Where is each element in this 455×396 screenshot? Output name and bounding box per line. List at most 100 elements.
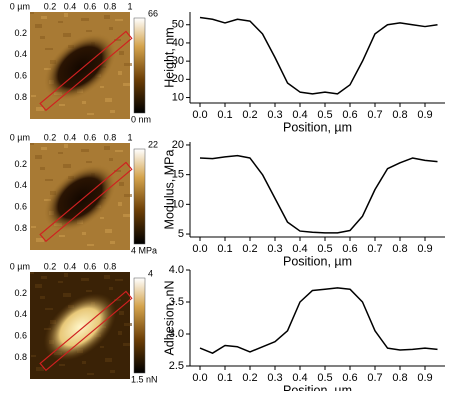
y-tick-label: 4.0 [169,264,184,276]
image-texture [63,164,71,168]
image-texture [31,355,36,357]
image-texture [109,158,113,161]
image-texture [124,194,132,197]
x-tick-label: 0.7 [367,109,382,121]
image-texture [45,48,53,50]
image-y-label: 0.2 [14,288,27,298]
x-tick-label: 0.3 [267,243,282,255]
y-tick-label: 30 [172,55,184,67]
image-texture [36,107,44,111]
image-texture [82,232,86,235]
y-axis-label: Adhesion, nN [162,280,176,355]
x-tick-label: 0.6 [342,243,357,255]
data-line [199,154,438,234]
x-axis-label: Position, µm [283,120,352,134]
image-texture [115,279,123,281]
colorbar [133,148,146,245]
image-texture [100,346,104,348]
image-texture [87,113,94,115]
image-x-label: 0.2 [44,1,57,11]
image-texture [31,95,36,97]
image-texture [58,21,63,23]
x-tick-label: 0.2 [242,243,257,255]
image-texture [105,98,112,102]
image-texture [40,167,45,170]
data-line [199,287,438,354]
y-tick-label: 20 [172,139,184,151]
image-texture [58,152,63,154]
y-tick-label: 3.5 [169,296,184,308]
colorbar-min: 1.5 nN [131,374,158,384]
image-x-label: 0.2 [44,132,57,142]
image-feature [43,164,117,232]
image-texture [105,229,112,233]
x-tick-label: 0.0 [192,243,207,255]
image-y-label: 0.2 [14,28,27,38]
line-chart: 5 10 15 20 0.0 0.1 0.2 0.3 0.4 0.5 0.6 0.7 0.8 0.9 Pos… [162,139,445,268]
colorbar-max: 22 [148,139,158,149]
image-texture [40,296,45,299]
x-tick-label: 0.7 [367,372,382,384]
image-y-label: 0.6 [14,71,27,81]
image-texture [104,15,110,19]
image-texture [45,308,53,310]
x-axis-label: Position, µm [283,254,352,268]
image-x-label: 0.4 [64,261,77,271]
line-chart: 2.5 3.0 3.5 4.0 0.0 0.1 0.2 0.3 0.4 0.5 0.6 0.7 0.8 0… [162,264,445,396]
image-texture [124,63,132,66]
image-texture [87,373,94,375]
x-tick-label: 0.0 [192,372,207,384]
image-texture [63,293,71,297]
data-line [199,16,438,95]
x-tick-label: 0.8 [392,109,407,121]
image-texture [105,358,112,362]
image-texture [86,161,92,163]
colorbar-min: 4 MPa [131,245,157,255]
image-texture [31,226,36,228]
line-chart: 10 20 30 40 50 0.0 0.1 0.2 0.3 0.4 0.5 0.6 0.7 0.8 0.9… [162,12,445,134]
x-tick-label: 0.8 [392,243,407,255]
image-texture [109,27,113,30]
x-tick-label: 0.4 [292,372,307,384]
y-tick-label: 3.0 [169,328,184,340]
image-texture [58,281,63,283]
image-y-label: 0.8 [14,223,27,233]
afm-image: 22 4 MPa 0 µm 0.2 0.4 0.6 0.8 1 0.2 0.4 0.6 0.8 [10,132,158,255]
y-tick-label: 10 [172,91,184,103]
image-texture [63,33,71,37]
x-tick-label: 0.6 [342,372,357,384]
image-texture [86,290,92,292]
x-tick-label: 0.1 [217,243,232,255]
x-tick-label: 0.4 [292,243,307,255]
image-x-label: 0.6 [84,261,97,271]
image-texture [110,110,115,113]
image-y-label: 0.6 [14,331,27,341]
image-x-label: 0.4 [64,1,77,11]
y-tick-label: 20 [172,73,184,85]
image-texture [64,273,68,277]
image-texture [87,244,94,246]
x-tick-label: 0.9 [417,243,432,255]
image-texture [100,217,104,219]
image-texture [35,24,42,28]
profile-marker [39,30,133,112]
image-texture [64,13,68,17]
image-y-label: 0.8 [14,92,27,102]
image-texture [115,150,123,152]
image-texture [123,214,130,217]
x-tick-label: 0.1 [217,109,232,121]
image-texture [119,182,124,186]
y-tick-label: 40 [172,37,184,49]
image-texture [81,18,89,21]
y-tick-label: 10 [172,198,184,210]
image-y-label: 0.8 [14,352,27,362]
image-texture [86,30,92,32]
colorbar [133,17,146,114]
image-x-label: 0.6 [84,132,97,142]
colorbar-min: 0 nm [131,114,151,124]
x-tick-label: 0.4 [292,109,307,121]
image-texture [109,287,113,290]
x-tick-label: 0.3 [267,109,282,121]
image-texture [45,179,53,181]
